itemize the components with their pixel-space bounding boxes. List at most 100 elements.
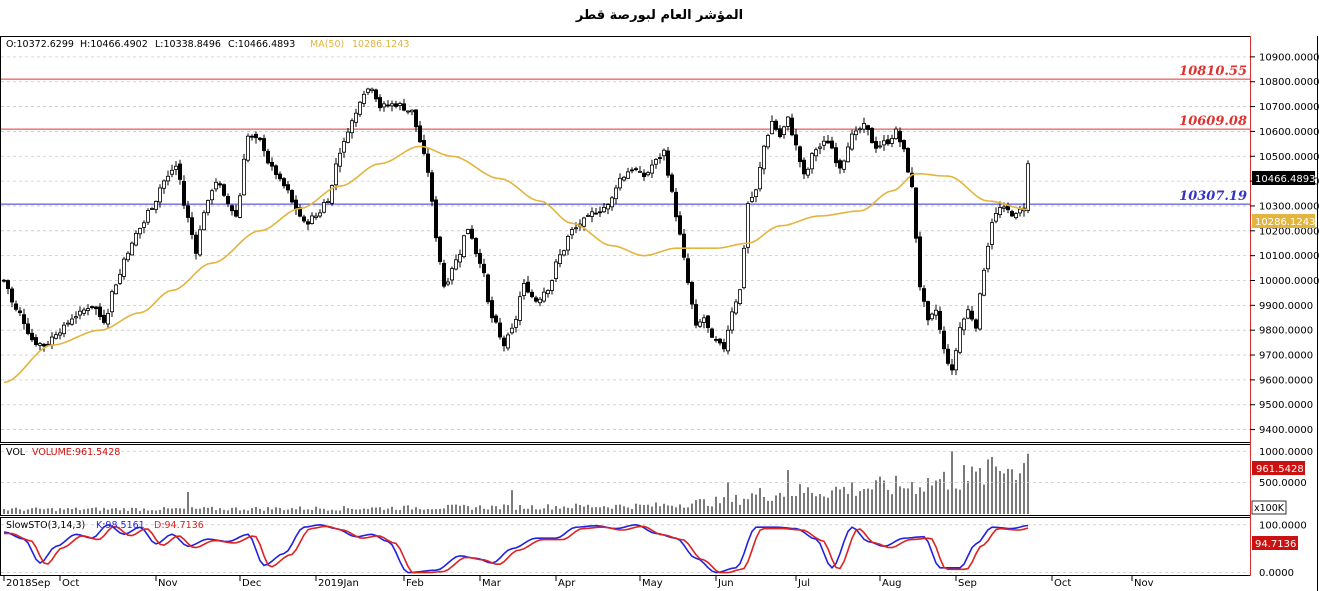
candle-body: [618, 177, 623, 189]
volume-bar: [727, 482, 729, 514]
candlesticks: [2, 87, 1031, 376]
level-label: 10609.08: [1179, 114, 1247, 129]
volume-bar: [215, 510, 217, 514]
candle-body: [377, 97, 382, 109]
volume-bar: [55, 511, 57, 514]
volume-bar: [363, 508, 365, 514]
candle-body: [834, 147, 839, 164]
volume-bar: [447, 504, 449, 514]
x-tick-label: May: [642, 578, 663, 589]
candle-body: [766, 135, 771, 148]
candle-body: [102, 314, 107, 323]
price-y-tick-label: 9500.0000: [1259, 400, 1313, 411]
volume-last-tag: 961.5428: [1256, 464, 1304, 475]
volume-bar: [575, 503, 577, 514]
candle-body: [293, 199, 298, 210]
candle-body: [50, 336, 55, 346]
volume-bar: [19, 509, 21, 514]
volume-bar: [871, 489, 873, 514]
volume-bar: [635, 503, 637, 514]
candle-body: [678, 215, 683, 235]
candle-body: [750, 196, 755, 202]
x-axis: 2018Sep Oct Nov Dec 2019Jan Feb Mar Apr May Jun Ju…: [3, 576, 1154, 589]
volume-bar: [943, 471, 945, 514]
candle-body: [273, 165, 278, 175]
candle-body: [662, 149, 667, 157]
volume-bar: [507, 505, 509, 514]
x-tick-label: Mar: [482, 578, 502, 589]
candle-body: [762, 145, 767, 170]
volume-bar: [551, 509, 553, 514]
volume-bar: [1011, 469, 1013, 514]
volume-bar: [331, 509, 333, 514]
volume-bar: [71, 508, 73, 514]
candle-body: [822, 140, 827, 146]
candle-body: [614, 187, 619, 200]
candle-body: [477, 253, 482, 264]
candle-body: [634, 168, 639, 171]
volume-bar: [463, 504, 465, 514]
candle-body: [938, 311, 943, 330]
candle-body: [153, 200, 158, 210]
candle-body: [606, 204, 611, 210]
volume-bar: [219, 508, 221, 514]
volume-label: VOL: [6, 447, 26, 458]
volume-bar: [687, 507, 689, 514]
candle-body: [538, 298, 543, 304]
stoch-k-label: K:98.5161: [96, 520, 145, 531]
ohlc-close: C:10466.4893: [228, 39, 295, 50]
candle-body: [642, 172, 647, 178]
volume-bar: [579, 505, 581, 514]
candle-body: [894, 128, 899, 140]
volume-bar: [743, 498, 745, 514]
volume-bar: [439, 508, 441, 514]
volume-bar: [587, 504, 589, 514]
candle-body: [90, 306, 95, 308]
volume-bar: [911, 482, 913, 514]
candle-body: [333, 163, 338, 186]
price-y-tick-label: 9700.0000: [1259, 351, 1313, 362]
volume-bar: [327, 510, 329, 514]
volume-bar: [235, 507, 237, 514]
volume-bar: [315, 506, 317, 514]
candle-body: [145, 210, 150, 223]
ma-value: 10286.1243: [352, 39, 409, 50]
candle-body: [106, 313, 111, 325]
volume-bar: [79, 510, 81, 514]
volume-bar: [875, 480, 877, 514]
candle-body: [566, 236, 571, 251]
candle-body: [457, 254, 462, 263]
volume-bar: [283, 510, 285, 514]
volume-bar: [499, 509, 501, 514]
volume-bar: [11, 508, 13, 514]
volume-bar: [311, 509, 313, 514]
volume-bar: [991, 456, 993, 514]
volume-bar: [631, 508, 633, 514]
candle-body: [133, 232, 138, 246]
ohlc-high: H:10466.4902: [80, 39, 148, 50]
candle-body: [70, 318, 75, 325]
volume-bar: [851, 482, 853, 514]
volume-bar: [691, 503, 693, 514]
volume-bar: [623, 506, 625, 514]
candle-body: [942, 330, 947, 350]
price-y-tick-label: 10200.0000: [1259, 226, 1319, 237]
volume-bar: [863, 489, 865, 514]
ma-last-tag-bg: [1252, 214, 1315, 228]
volume-bar: [419, 509, 421, 514]
candle-body: [890, 138, 895, 144]
volume-bar: [223, 509, 225, 514]
last-price-tag: 10466.4893: [1255, 174, 1315, 185]
volume-bar: [1023, 463, 1025, 514]
volume-bar: [375, 507, 377, 514]
candle-body: [790, 117, 795, 136]
candle-body: [169, 169, 174, 175]
volume-bar: [207, 507, 209, 514]
candle-body: [786, 116, 791, 127]
candle-body: [122, 258, 127, 277]
volume-bar: [739, 504, 741, 514]
volume-bar: [255, 506, 257, 514]
price-y-tick-label: 9600.0000: [1259, 375, 1313, 386]
volume-bar: [475, 507, 477, 514]
